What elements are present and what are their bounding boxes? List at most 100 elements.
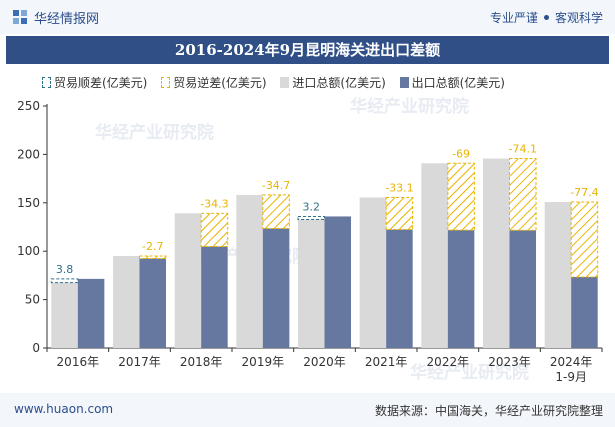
balance-hatch-line-1-15.38639999999998	[154, 255, 158, 259]
x-tick-label-0: 2016年	[57, 355, 100, 369]
legend-swatch-deficit-icon	[161, 77, 171, 88]
balance-hatch-line-2--24.20240000000001	[201, 213, 211, 224]
balance-hatch-3	[262, 194, 290, 229]
x-tick-label-4: 2020年	[303, 355, 346, 369]
balance-hatch-line-8-24.07679999999999	[594, 273, 598, 277]
balance-hatch-line-2-11.797599999999989	[212, 231, 228, 247]
balance-label-1: -2.7	[142, 240, 163, 253]
legend-swatch-import-icon	[280, 77, 290, 88]
balance-hatch-line-7--17.72879999999998	[509, 185, 537, 214]
balance-box-6	[447, 162, 475, 231]
balance-box-4	[297, 215, 326, 221]
export-bar-8	[571, 276, 598, 348]
legend-swatch-surplus-icon	[42, 77, 51, 88]
balance-hatch-line-8-6.0767999999999915	[576, 255, 598, 277]
watermark-text-3: 华经产业研究院	[410, 362, 529, 383]
export-bar-3	[262, 228, 290, 348]
balance-hatch-line-5-12.95920000000001	[398, 215, 413, 230]
slogan-dot-icon	[543, 15, 549, 20]
chart-title: 2016-2024年9月昆明海关进出口差额	[174, 41, 441, 59]
legend-item-import: 进口总额(亿美元)	[280, 74, 386, 91]
balance-hatch-line-6-14.20799999999997	[461, 217, 475, 231]
export-bar-5	[386, 229, 413, 348]
balance-hatch-line-3--15.58959999999999	[262, 194, 282, 214]
balance-hatch-line-8-33.07679999999999	[604, 202, 615, 277]
balance-hatch-line-8--38.92320000000001	[571, 210, 598, 239]
balance-hatch-line-1-24.38639999999998	[163, 255, 167, 259]
balance-hatch-line-6--12.79200000000003	[447, 190, 475, 219]
legend-label-deficit: 贸易逆差(亿美元)	[173, 76, 267, 90]
balance-hatch-line-7--35.72879999999998	[509, 167, 537, 196]
balance-label-3: -34.7	[262, 179, 290, 192]
import-bar-0	[51, 282, 78, 348]
legend-item-surplus: 贸易顺差(亿美元)	[42, 74, 147, 91]
balance-hatch-line-8--20.92320000000001	[571, 228, 598, 257]
balance-hatch-7	[509, 158, 615, 231]
watermark-text-1: 华经产业研究院	[350, 96, 469, 117]
export-bar-4	[324, 216, 352, 348]
bottom-footer: www.huaon.com 数据来源：中国海关，华经产业研究院整理	[0, 393, 615, 427]
balance-box-0	[50, 278, 79, 284]
x-tick-label-2: 2018年	[180, 355, 223, 369]
slogan-left: 专业严谨	[489, 11, 538, 25]
import-bar-8	[544, 202, 572, 348]
y-tick-label-0: 0	[32, 341, 40, 355]
balance-hatch-line-2-2.7975999999999885	[203, 222, 228, 247]
chart-plot: 华经产业研究院华经产业研究院华经产业研究院华经产业研究院 05010015020…	[17, 96, 615, 384]
legend-item-export: 出口总额(亿美元)	[399, 74, 505, 91]
import-bar-1	[112, 255, 140, 348]
slogan: 专业严谨 客观科学	[490, 9, 603, 26]
legend: 贸易顺差(亿美元) 贸易逆差(亿美元) 进口总额(亿美元) 出口总额(亿美元)	[42, 74, 515, 92]
balance-hatch-line-6--3.79200000000003	[447, 199, 475, 228]
balance-hatch-line-8--56.92320000000001	[571, 202, 590, 221]
balance-hatch-line-7--8.728799999999978	[509, 194, 537, 223]
balance-hatch-line-7-9.271200000000022	[518, 212, 537, 231]
balance-hatch-line-3-20.41040000000001	[282, 221, 290, 229]
balance-label-6: -69	[452, 147, 470, 160]
balance-label-8: -77.4	[570, 186, 598, 199]
x-tick-label-8-line-1: 1-9月	[555, 370, 587, 384]
import-bar-4	[297, 219, 325, 348]
balance-hatch-line-8-15.076799999999992	[585, 264, 598, 277]
balance-box-8	[570, 201, 599, 278]
export-bar-1	[139, 258, 167, 348]
import-bar-6	[421, 163, 448, 348]
balance-hatch-line-8--2.9232000000000085	[571, 246, 598, 275]
balance-hatch-line-5--14.04079999999999	[386, 197, 405, 217]
import-bar-2	[174, 213, 202, 348]
brand-name: 华经情报网	[34, 12, 100, 27]
balance-hatch-line-7-90.27120000000002	[600, 159, 615, 231]
balance-hatch-line-5--23.04079999999999	[386, 197, 396, 208]
balance-hatch-line-6--30.79200000000003	[447, 172, 475, 201]
balance-hatch-line-5-3.95920000000001	[389, 206, 413, 230]
legend-swatch-export-icon	[399, 77, 409, 88]
balance-hatch-line-6--39.79200000000003	[447, 163, 475, 192]
balance-hatch-line-8--29.92320000000001	[571, 219, 598, 248]
balance-hatch-8	[571, 202, 615, 277]
balance-hatch-line-5--5.04079999999999	[386, 197, 413, 226]
balance-hatch-line-3--24.58959999999999	[262, 194, 273, 205]
legend-label-export: 出口总额(亿美元)	[411, 76, 505, 90]
balance-hatch-line-6-5.20799999999997	[452, 208, 475, 231]
balance-label-7: -74.1	[509, 143, 537, 156]
y-tick-label-5: 250	[17, 99, 40, 113]
balance-box-7	[509, 158, 537, 231]
balance-hatch-line-1-6.3863999999999805	[145, 255, 149, 259]
balance-label-4: 3.2	[302, 200, 320, 213]
import-bar-3	[236, 194, 263, 348]
balance-label-0: 3.8	[56, 263, 74, 276]
balance-hatch-line-2-20.79759999999999	[221, 240, 228, 247]
balance-hatch-1	[139, 255, 167, 259]
balance-hatch-line-2--15.202400000000011	[201, 213, 220, 233]
export-bar-2	[201, 246, 228, 348]
brand-logo-icon	[13, 10, 27, 24]
x-tick-label-7: 2023年	[488, 355, 531, 369]
data-source: 数据来源：中国海关，华经产业研究院整理	[374, 404, 603, 418]
export-bar-6	[447, 230, 475, 348]
balance-box-2	[200, 212, 229, 248]
x-tick-label-8-line-0: 2024年	[550, 355, 593, 369]
balance-hatch-line-7-0.27120000000002165	[509, 203, 537, 231]
balance-hatch-line-6--21.79200000000003	[447, 181, 475, 210]
legend-label-import: 进口总额(亿美元)	[292, 76, 386, 90]
